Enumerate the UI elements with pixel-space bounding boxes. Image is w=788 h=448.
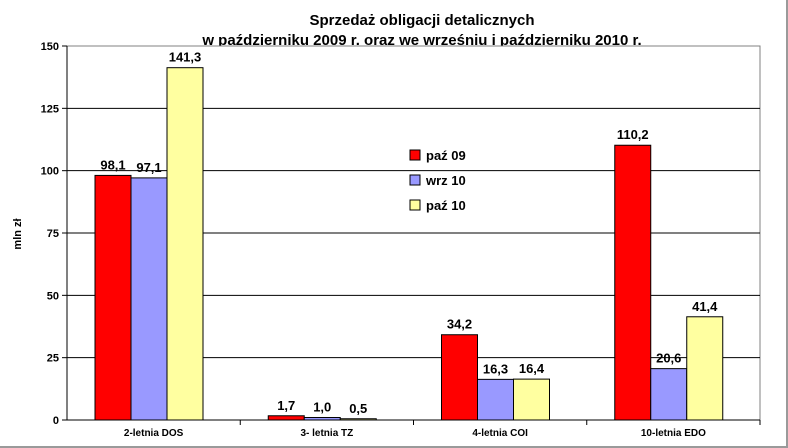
bar (513, 378, 550, 421)
bar (686, 316, 724, 421)
data-label: 1,0 (313, 400, 331, 415)
legend: paź 09 wrz 10 paź 10 (409, 148, 466, 213)
x-tick-label: 10-letnia EDO (641, 428, 706, 439)
legend-label: paź 09 (426, 148, 466, 163)
bar (303, 417, 341, 421)
data-label: 16,3 (483, 361, 508, 376)
legend-label: wrz 10 (425, 173, 466, 188)
y-tick-label: 125 (41, 103, 59, 115)
y-tick-label: 75 (47, 228, 59, 240)
bar (650, 368, 688, 421)
data-label: 1,7 (277, 398, 295, 413)
y-axis-title: mln zł (12, 218, 24, 249)
plot-area: 0 25 50 75 100 125 150 2-letnia DOS 98,1 97,1 141,… (41, 41, 761, 439)
bar (339, 418, 377, 421)
data-label: 97,1 (136, 160, 161, 175)
x-tick-label: 4-letnia COI (472, 428, 528, 439)
legend-swatch (409, 174, 421, 186)
y-tick-label: 0 (53, 415, 59, 427)
bar (166, 67, 204, 421)
y-tick-label: 25 (47, 353, 59, 365)
legend-label: paź 10 (426, 198, 466, 213)
data-label: 110,2 (617, 127, 649, 142)
data-label: 141,3 (169, 50, 202, 65)
bar (614, 144, 652, 421)
bar (267, 415, 305, 421)
chart-subtitle: w październiku 2009 r. oraz we wrześniu … (201, 32, 641, 49)
bar (477, 378, 514, 421)
x-tick-label: 2-letnia DOS (124, 428, 184, 439)
y-tick-label: 50 (47, 290, 59, 302)
y-tick-label: 150 (41, 41, 59, 53)
data-label: 41,4 (692, 299, 718, 314)
bar (94, 174, 132, 421)
data-label: 16,4 (519, 361, 545, 376)
bar (441, 334, 478, 421)
bar (130, 177, 168, 421)
legend-swatch (409, 149, 421, 161)
x-tick-label: 3- letnia TZ (300, 428, 353, 439)
data-label: 34,2 (447, 317, 472, 332)
y-tick-label: 100 (41, 166, 59, 178)
legend-swatch (409, 199, 421, 211)
data-label: 20,6 (656, 351, 681, 366)
data-label: 98,1 (100, 157, 125, 172)
data-label: 0,5 (349, 401, 367, 416)
chart-title: Sprzedaż obligacji detalicznych (309, 12, 534, 29)
